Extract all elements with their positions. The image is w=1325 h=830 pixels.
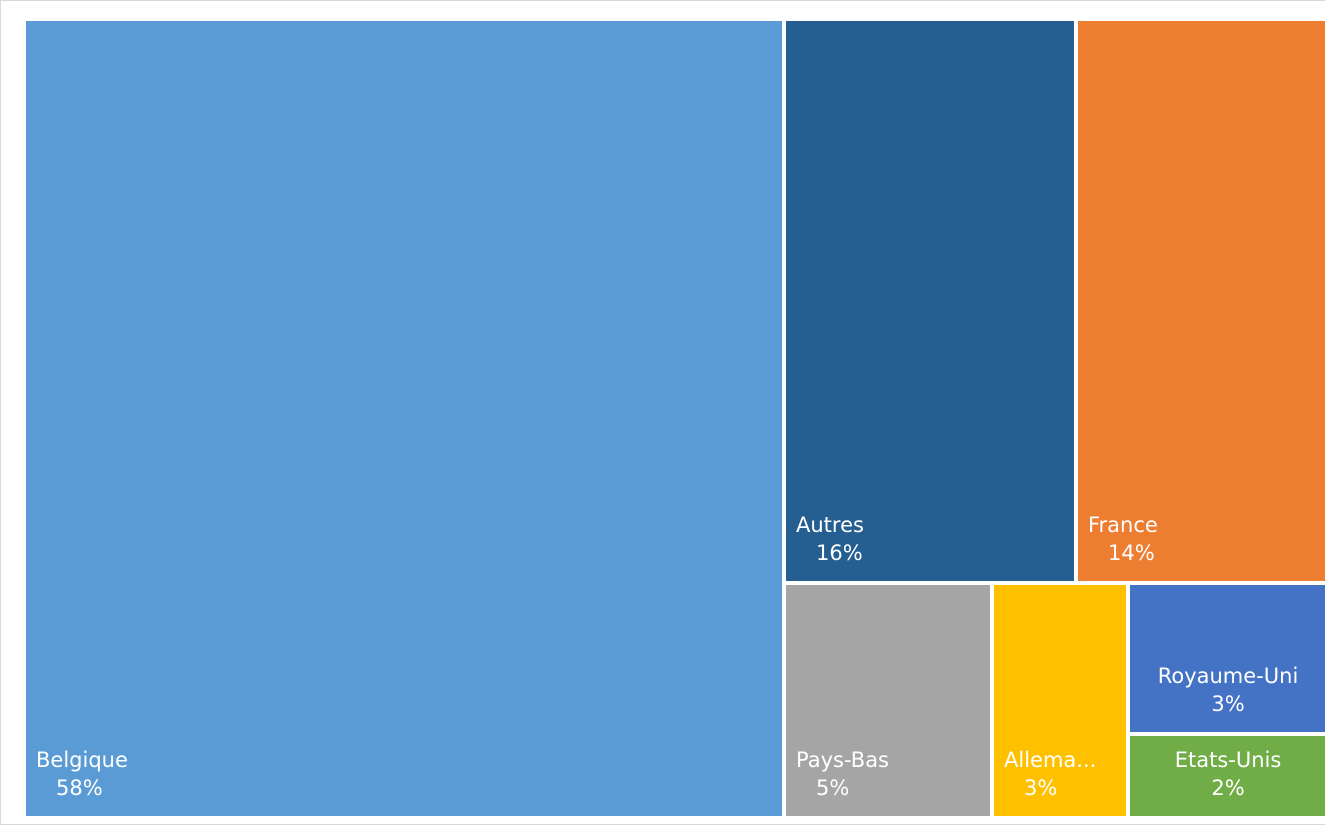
- treemap-value-allemagne: 3%: [1024, 776, 1057, 800]
- treemap-label-etats-unis: Etats-Unis: [1175, 748, 1282, 772]
- treemap-rect-allemagne: [994, 585, 1126, 816]
- treemap-rect-etats-unis: [1130, 736, 1325, 816]
- treemap-tile-etats-unis: Etats-Unis 2%: [1130, 736, 1325, 816]
- treemap-value-belgique: 58%: [56, 776, 103, 800]
- treemap-value-pays-bas: 5%: [816, 776, 849, 800]
- treemap-label-france: France: [1088, 513, 1158, 537]
- treemap-value-royaume-uni: 3%: [1211, 692, 1244, 716]
- treemap-rect-autres: [786, 21, 1074, 581]
- treemap-label-allemagne: Allema...: [1004, 748, 1096, 772]
- treemap-label-pays-bas: Pays-Bas: [796, 748, 889, 772]
- treemap-tile-royaume-uni: Royaume-Uni 3%: [1130, 585, 1325, 732]
- treemap-value-france: 14%: [1108, 541, 1155, 565]
- treemap-tile-pays-bas: Pays-Bas 5%: [786, 585, 990, 816]
- treemap-rect-royaume-uni: [1130, 585, 1325, 732]
- treemap-label-belgique: Belgique: [36, 748, 128, 772]
- treemap-rect-belgique: [26, 21, 782, 816]
- treemap-rect-france: [1078, 21, 1325, 581]
- treemap-rect-pays-bas: [786, 585, 990, 816]
- treemap-value-autres: 16%: [816, 541, 863, 565]
- treemap-tile-belgique: Belgique 58%: [26, 21, 782, 816]
- treemap-tile-autres: Autres 16%: [786, 21, 1074, 581]
- treemap-label-royaume-uni: Royaume-Uni: [1158, 664, 1299, 688]
- treemap-tile-allemagne: Allema... 3%: [994, 585, 1126, 816]
- treemap-tile-france: France 14%: [1078, 21, 1325, 581]
- treemap-label-autres: Autres: [796, 513, 864, 537]
- treemap-value-etats-unis: 2%: [1211, 776, 1244, 800]
